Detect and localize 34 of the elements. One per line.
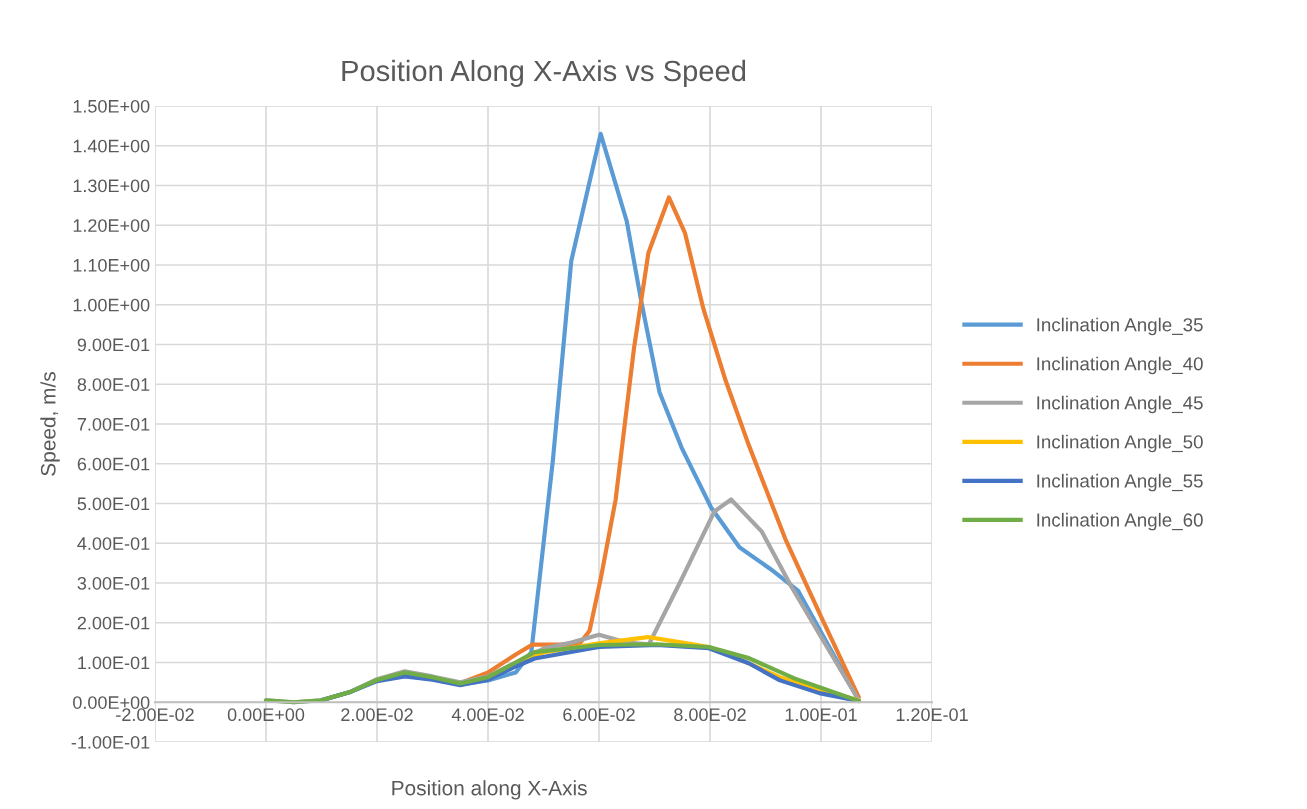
- x-tick-label: 8.00E-02: [674, 708, 746, 722]
- y-tick-label: 9.00E-01: [77, 338, 150, 352]
- y-tick-label: 2.00E-01: [77, 616, 150, 630]
- y-tick-label: 1.40E+00: [73, 139, 150, 153]
- x-tick-label: 6.00E-02: [563, 708, 635, 722]
- x-tick-label: 2.00E-02: [341, 708, 413, 722]
- y-axis-title: Speed, m/s: [40, 372, 60, 476]
- y-tick-label: 1.50E+00: [73, 99, 150, 113]
- y-tick-label: 1.30E+00: [73, 179, 150, 193]
- chart-title: Position Along X-Axis vs Speed: [342, 59, 746, 88]
- legend-label: Inclination Angle_45: [1037, 395, 1203, 414]
- y-tick-label: 1.00E-01: [78, 656, 150, 670]
- y-tick-label: 0.00E+00: [73, 696, 150, 709]
- x-tick-label: 1.00E-01: [785, 708, 857, 722]
- y-tick-label: 3.00E-01: [77, 576, 150, 590]
- y-tick-label: 6.00E-01: [77, 457, 150, 471]
- y-tick-label: 1.20E+00: [73, 219, 150, 232]
- legend-label: Inclination Angle_60: [1037, 512, 1203, 531]
- x-axis-title: Position along X-Axis: [392, 780, 587, 800]
- legend-label: Inclination Angle_50: [1037, 434, 1203, 453]
- y-tick-label: -1.00E-01: [71, 735, 150, 749]
- y-tick-label: 4.00E-01: [77, 537, 150, 550]
- legend-label: Inclination Angle_55: [1037, 473, 1203, 492]
- legend-label: Inclination Angle_40: [1037, 356, 1203, 375]
- y-tick-label: 5.00E-01: [77, 497, 150, 511]
- y-tick-label: 7.00E-01: [77, 417, 150, 431]
- x-tick-label: 1.20E-01: [896, 708, 968, 722]
- y-tick-label: 1.10E+00: [73, 258, 150, 272]
- x-tick-label: 4.00E-02: [451, 708, 524, 722]
- y-tick-label: 8.00E-01: [77, 378, 150, 391]
- y-tick-label: 1.00E+00: [73, 298, 150, 312]
- x-tick-label: -2.00E-02: [116, 708, 194, 722]
- legend-label: Inclination Angle_35: [1037, 317, 1203, 336]
- x-tick-label: 0.00E+00: [227, 708, 305, 722]
